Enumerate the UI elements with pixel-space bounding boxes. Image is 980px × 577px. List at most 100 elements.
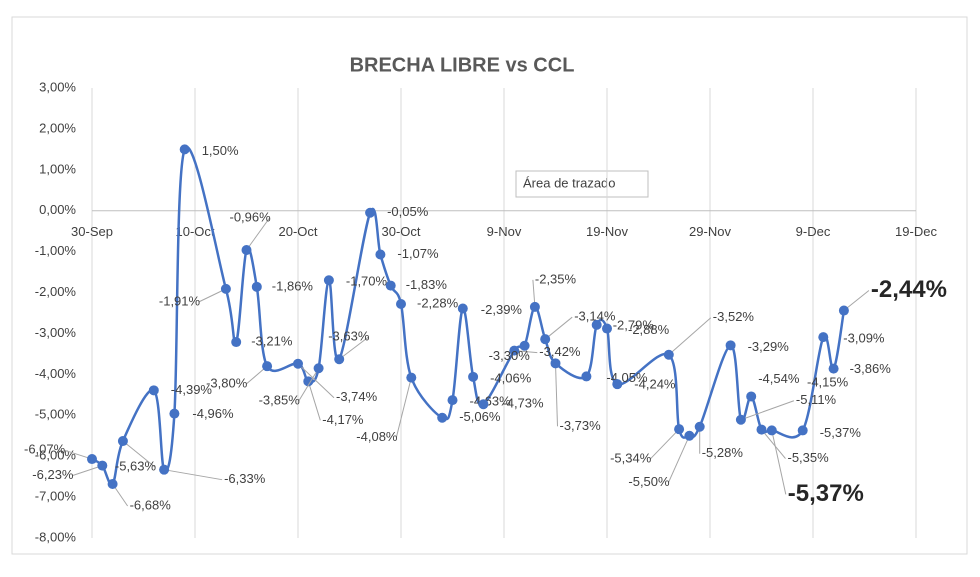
data-label: -5,37% <box>820 425 862 440</box>
y-tick-label: -1,00% <box>35 243 77 258</box>
leader-line <box>740 400 795 421</box>
data-point <box>334 354 345 365</box>
data-point <box>117 436 128 447</box>
data-label: -3,09% <box>843 331 885 346</box>
data-point <box>87 454 97 465</box>
y-tick-label: 2,00% <box>39 120 76 135</box>
y-tick-label: 3,00% <box>39 79 76 94</box>
data-point <box>746 391 757 402</box>
data-label: -1,70% <box>346 274 388 289</box>
data-label: -5,28% <box>702 445 744 460</box>
data-label: -6,33% <box>224 471 266 486</box>
leader-line <box>298 367 320 402</box>
data-point <box>148 385 159 396</box>
data-point <box>396 299 406 309</box>
x-tick-label: 29-Nov <box>689 224 731 239</box>
x-tick-label: 9-Dec <box>796 224 831 239</box>
data-label: -6,68% <box>130 497 172 512</box>
leader-line <box>668 317 712 356</box>
data-point <box>725 340 736 351</box>
data-point <box>766 425 777 436</box>
data-point <box>509 345 520 356</box>
data-point <box>365 207 376 218</box>
data-point <box>231 337 242 348</box>
data-point <box>797 425 808 436</box>
data-point <box>612 379 623 390</box>
tooltip-box <box>515 170 649 198</box>
data-point <box>179 144 190 155</box>
x-tick-label: 10-Oct <box>175 224 214 239</box>
y-tick-label: -6,00% <box>35 448 77 463</box>
data-label: -3,80% <box>206 376 248 391</box>
y-tick-label: -4,00% <box>35 366 77 381</box>
data-label: -1,07% <box>397 246 439 261</box>
data-label: -2,44% <box>871 276 947 303</box>
data-point <box>385 280 396 291</box>
data-point <box>519 340 530 351</box>
data-label: -2,88% <box>628 322 670 337</box>
x-tick-label: 19-Dec <box>895 224 937 239</box>
data-point <box>818 332 829 343</box>
leader-line <box>555 363 558 427</box>
leader-line <box>164 469 223 481</box>
data-label: -6,23% <box>32 467 74 482</box>
data-point <box>540 334 551 345</box>
data-label: -3,42% <box>539 344 581 359</box>
data-label: -3,30% <box>489 348 531 363</box>
y-tick-label: -7,00% <box>35 489 77 504</box>
data-label: -5,34% <box>610 451 652 466</box>
tooltip-text: Área de trazado <box>523 175 616 190</box>
data-point <box>478 399 489 410</box>
data-point <box>97 460 108 471</box>
y-tick-label: -2,00% <box>35 284 77 299</box>
data-point <box>581 371 592 382</box>
data-point <box>838 305 849 316</box>
data-label: -5,37% <box>788 480 864 507</box>
data-point <box>375 249 386 260</box>
leader-line <box>122 440 156 468</box>
y-tick-label: -5,00% <box>35 407 77 422</box>
leader-line <box>246 217 270 251</box>
y-tick-label: 1,00% <box>39 161 76 176</box>
tooltip: Área de trazado <box>515 170 649 198</box>
data-point <box>663 349 674 360</box>
leader-line <box>761 429 786 459</box>
data-point <box>735 414 746 425</box>
data-point <box>529 301 540 312</box>
data-label: -2,35% <box>535 271 577 286</box>
leader-line <box>395 377 412 438</box>
data-label: -5,06% <box>459 409 501 424</box>
data-label: -3,85% <box>259 393 301 408</box>
data-label: -2,79% <box>613 317 655 332</box>
data-label: -2,39% <box>481 302 523 317</box>
data-point <box>756 424 767 435</box>
data-label: -4,17% <box>322 412 364 427</box>
data-point <box>159 464 170 475</box>
data-label: -1,83% <box>406 277 448 292</box>
y-tick-label: -8,00% <box>35 529 77 544</box>
leader-line <box>307 381 321 421</box>
data-label: -3,29% <box>748 339 790 354</box>
data-point <box>694 421 705 432</box>
leader-line <box>843 290 870 311</box>
data-point <box>674 424 685 435</box>
data-label: -4,06% <box>490 370 532 385</box>
data-label: -4,96% <box>192 406 234 421</box>
x-tick-label: 30-Sep <box>71 224 113 239</box>
data-label: -4,39% <box>171 382 213 397</box>
data-label: -5,50% <box>628 474 670 489</box>
leader-line <box>771 430 787 495</box>
data-point <box>550 358 561 369</box>
data-label: -3,52% <box>713 309 755 324</box>
x-tick-label: 19-Nov <box>586 224 628 239</box>
data-label: -5,11% <box>796 392 837 407</box>
data-point <box>602 323 612 334</box>
data-label: -3,63% <box>328 329 370 344</box>
data-point <box>293 358 303 369</box>
data-point <box>262 361 273 372</box>
data-label: -3,73% <box>560 418 602 433</box>
data-label: -3,74% <box>336 389 378 404</box>
leader-line <box>297 363 335 399</box>
x-tick-label: 30-Oct <box>381 224 420 239</box>
